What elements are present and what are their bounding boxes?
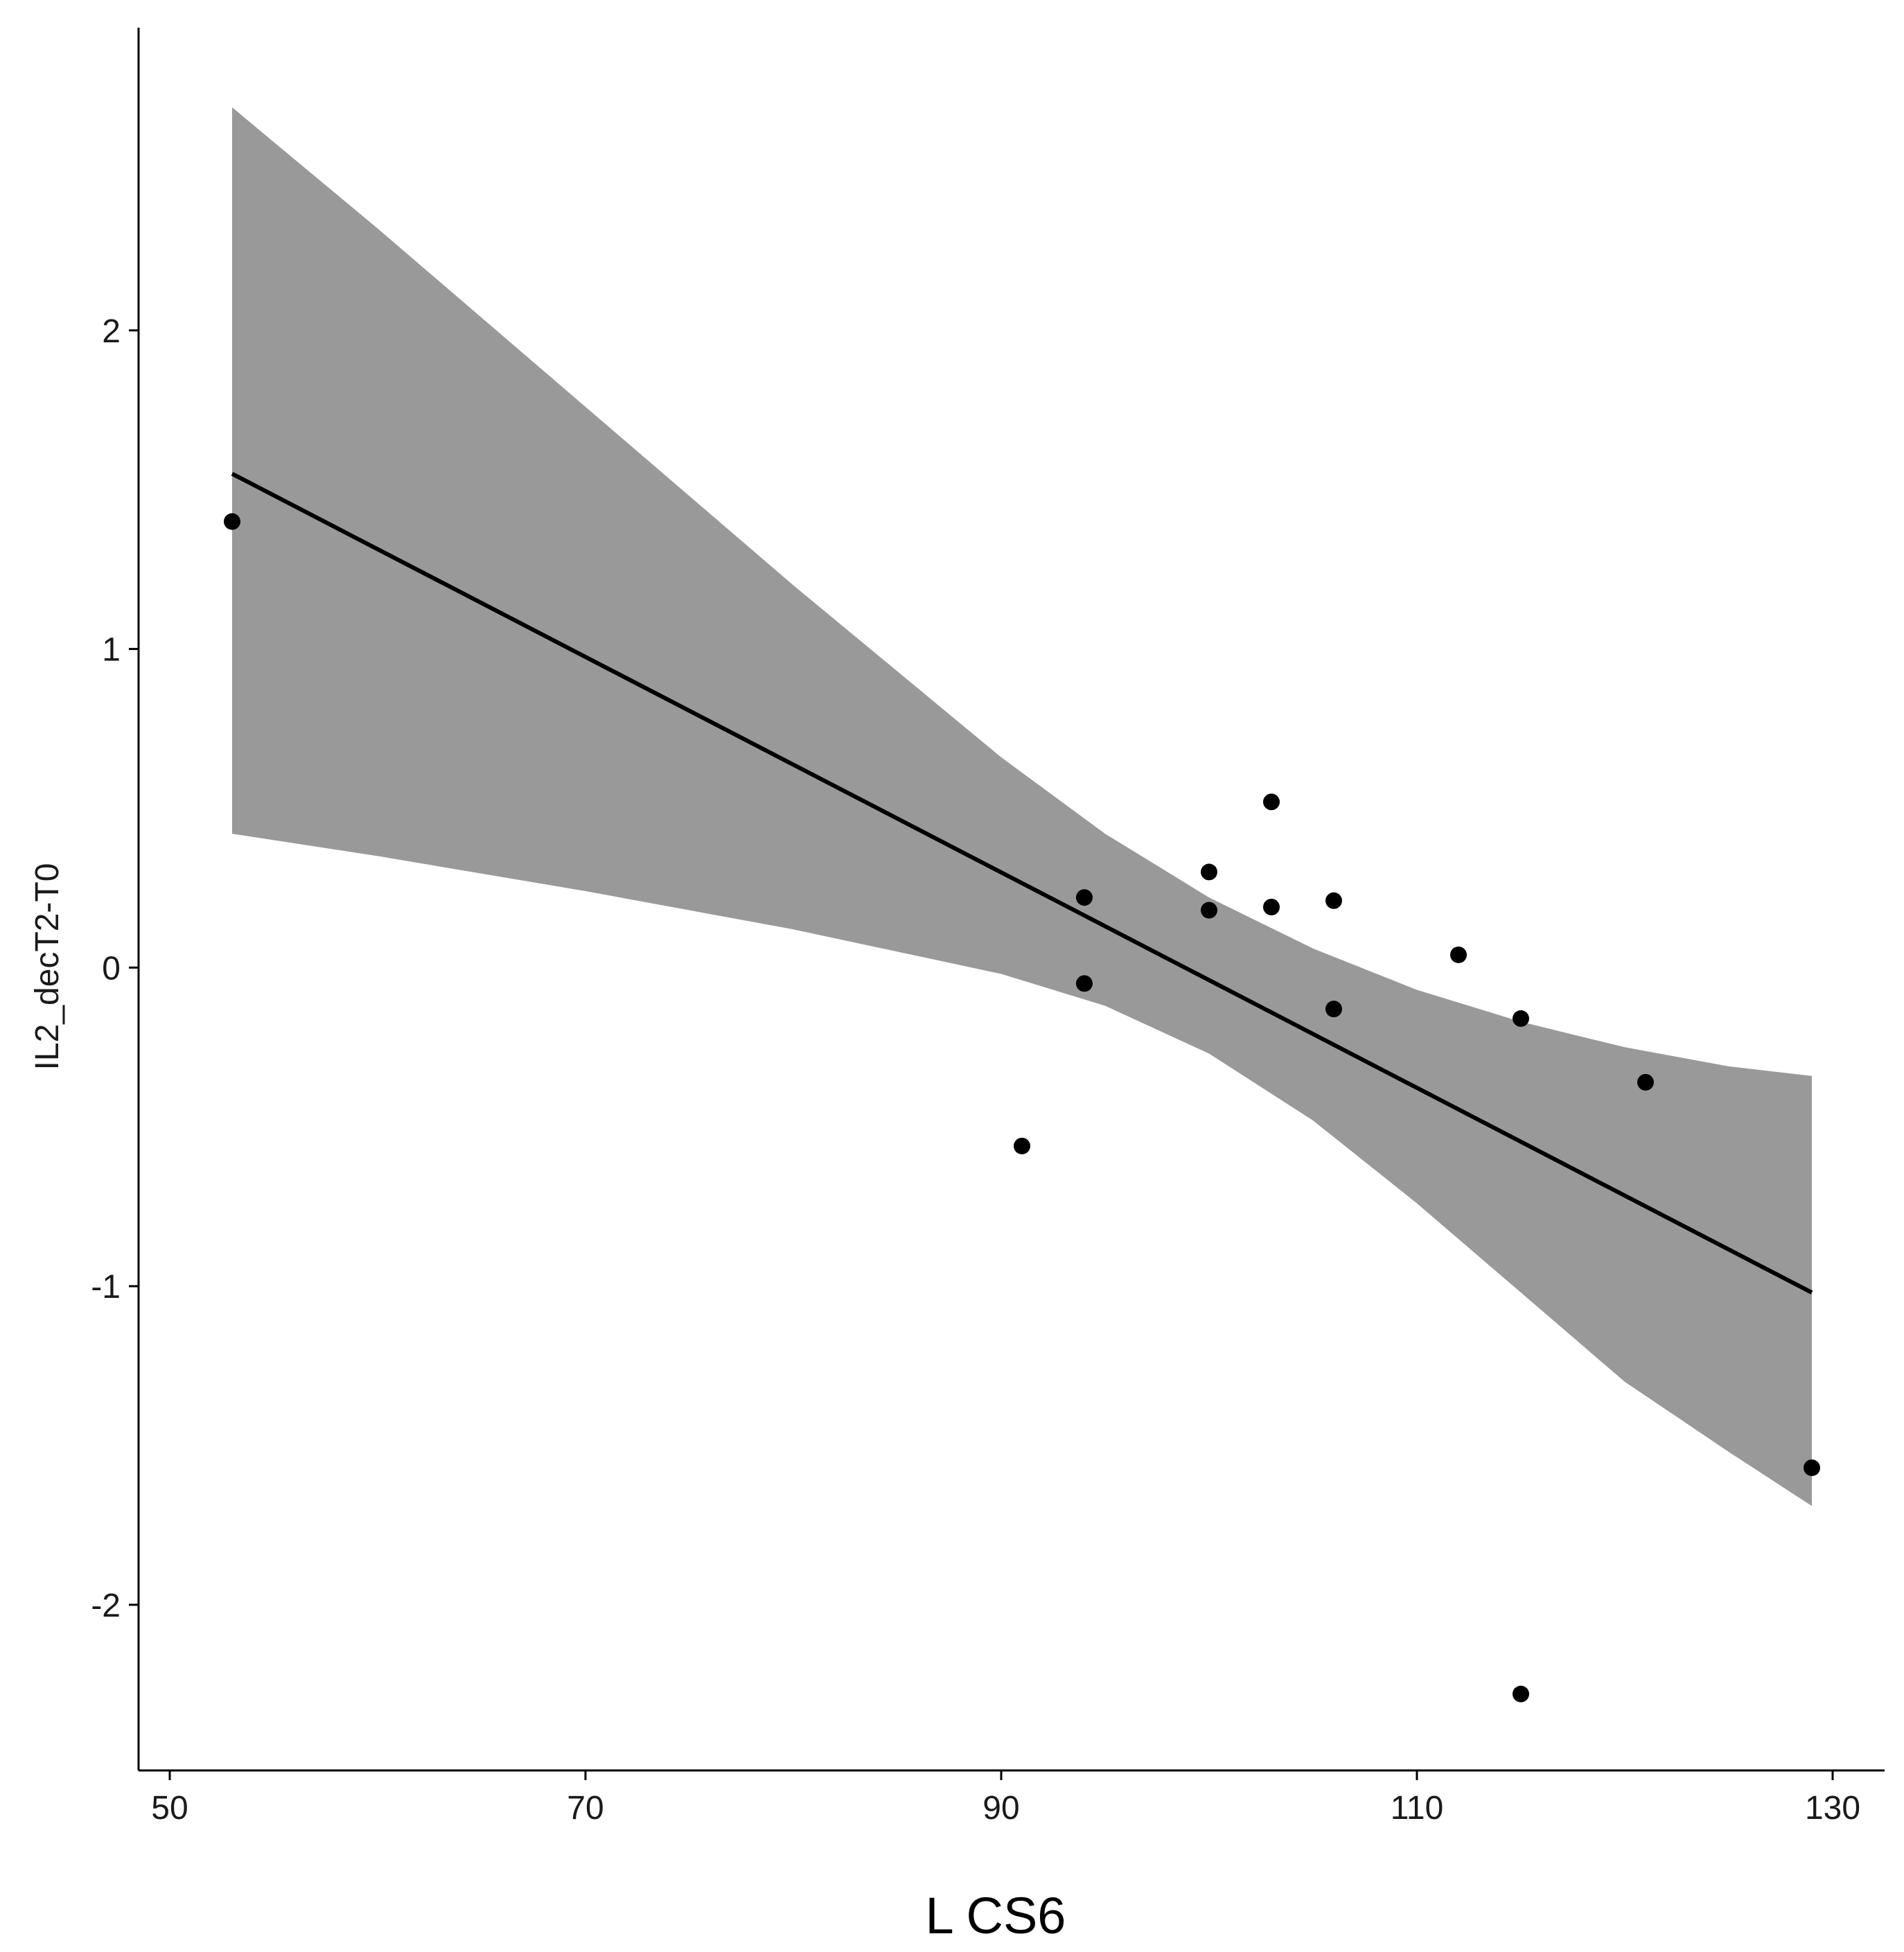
data-point [1014,1137,1030,1154]
y-tick-label: -1 [91,1269,121,1305]
data-point [1076,889,1093,906]
x-axis-title: L CS6 [926,1887,1066,1944]
y-tick-label: 1 [102,632,121,669]
data-point [1637,1073,1654,1091]
data-point [1325,1001,1342,1018]
data-point [1076,975,1093,992]
x-tick-label: 70 [567,1790,603,1827]
y-tick-label: 2 [102,313,121,350]
x-tick-label: 130 [1805,1790,1860,1827]
data-point [1513,1010,1529,1027]
x-axis-ticks: 50 70 90 110 130 [151,1770,1860,1827]
regression-line [231,472,1813,1294]
confidence-band [232,107,1812,1506]
data-point [1201,863,1217,881]
y-axis-ticks: -2 -1 0 1 2 [91,313,139,1624]
data-point [1263,898,1280,915]
data-point [1263,793,1280,811]
x-tick-label: 90 [982,1790,1019,1827]
x-tick-label: 50 [151,1790,188,1827]
plot-area [224,107,1820,1703]
x-tick-label: 110 [1391,1790,1444,1827]
data-point [1513,1685,1529,1703]
data-point [1804,1459,1820,1477]
data-point [1201,902,1217,919]
data-point [224,513,240,530]
y-tick-label: 0 [102,950,121,987]
y-tick-label: -2 [91,1588,121,1624]
data-point [1450,946,1467,963]
data-point [1325,892,1342,909]
y-axis-title: IL2_decT2-T0 [29,863,66,1071]
